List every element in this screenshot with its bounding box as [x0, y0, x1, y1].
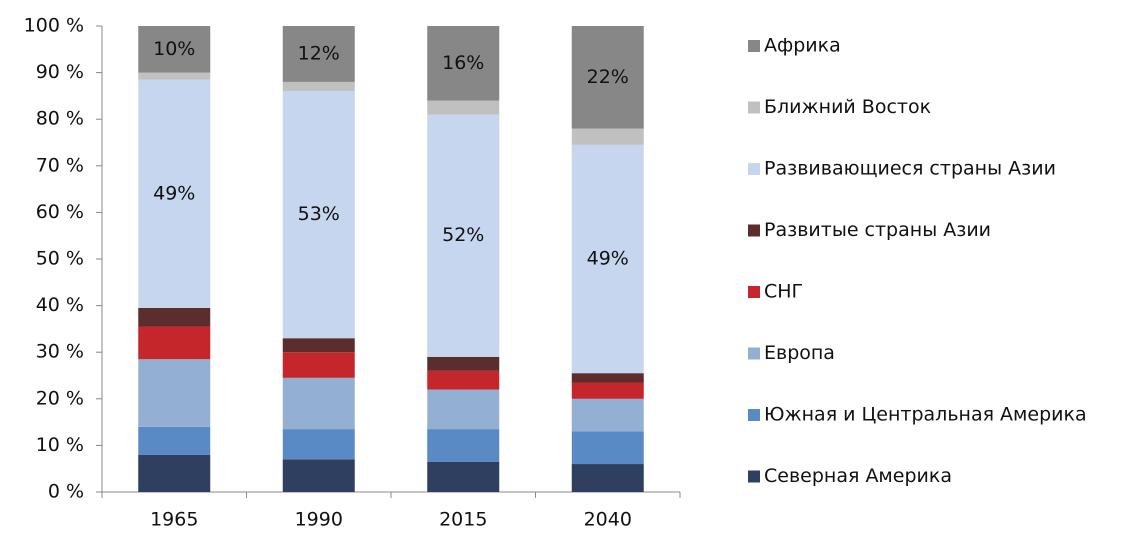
bar-segment: [138, 79, 211, 308]
bar-segment: [282, 459, 355, 492]
bar-segment: [427, 370, 500, 390]
y-tick-label: 20 %: [36, 387, 84, 409]
bar-segment: [571, 464, 644, 492]
bar-segment: [138, 307, 211, 327]
bar-segment: [138, 359, 211, 427]
bar-segment: [282, 429, 355, 460]
x-tick-label: 2015: [439, 509, 487, 531]
y-tick-label: 60 %: [36, 201, 84, 223]
legend-label: Развивающиеся страны Азии: [764, 158, 1056, 180]
bar-segment: [427, 100, 500, 115]
legend-label: Развитые страны Азии: [764, 219, 991, 241]
bar-segment: [282, 352, 355, 378]
bar-segment: [427, 356, 500, 371]
y-tick-label: 100 %: [24, 15, 84, 37]
legend-label: Европа: [764, 342, 835, 364]
legend-label: Ближний Восток: [764, 96, 931, 118]
x-tick-label: 2040: [584, 509, 632, 531]
y-tick-label: 50 %: [36, 248, 84, 270]
bar-segment: [571, 431, 644, 465]
x-tick-label: 1965: [150, 509, 198, 531]
legend-label: Северная Америка: [764, 465, 952, 487]
legend-swatch: [748, 409, 760, 421]
bar-segment: [571, 373, 644, 383]
data-label: 53%: [298, 203, 340, 225]
legend-label: Африка: [764, 35, 841, 57]
bar-segment: [282, 338, 355, 353]
y-tick-label: 70 %: [36, 154, 84, 176]
y-tick-label: 40 %: [36, 294, 84, 316]
bar-segment: [282, 26, 355, 82]
x-tick-label: 1990: [295, 509, 343, 531]
legend-swatch: [748, 163, 760, 175]
data-label: 10%: [153, 38, 195, 60]
legend-swatch: [748, 347, 760, 360]
bar-segment: [427, 429, 500, 462]
bar-segment: [571, 382, 644, 399]
data-label: 52%: [442, 224, 484, 246]
y-tick-label: 10 %: [36, 434, 84, 456]
legend-swatch: [748, 286, 760, 298]
bar-segment: [571, 26, 644, 129]
legend-swatch: [748, 101, 760, 114]
data-label: 16%: [442, 52, 484, 74]
data-label: 22%: [587, 66, 629, 88]
bar-segment: [138, 326, 211, 360]
bar-segment: [571, 144, 644, 374]
legend-label: СНГ: [764, 281, 803, 303]
bar-segment: [427, 26, 500, 101]
bar-segment: [138, 26, 211, 73]
data-label: 12%: [298, 42, 340, 64]
bar-segment: [571, 398, 644, 432]
y-tick-label: 90 %: [36, 61, 84, 83]
bar-segment: [427, 389, 500, 430]
y-tick-label: 30 %: [36, 341, 84, 363]
y-tick-label: 80 %: [36, 108, 84, 130]
bar-segment: [138, 454, 211, 492]
legend-label: Южная и Центральная Америка: [764, 404, 1087, 426]
bar-segment: [282, 81, 355, 92]
bar-segment: [138, 72, 211, 80]
y-tick-label: 0 %: [48, 481, 84, 503]
bar-segment: [282, 91, 355, 339]
legend-swatch: [748, 224, 760, 237]
bar-segment: [282, 377, 355, 430]
legend-swatch: [748, 40, 760, 52]
legend-swatch: [748, 470, 760, 483]
bar-segment: [138, 426, 211, 455]
bar-segment: [427, 461, 500, 492]
data-label: 49%: [587, 248, 629, 270]
bar-segment: [571, 128, 644, 145]
data-label: 49%: [153, 182, 195, 204]
bar-segment: [427, 114, 500, 357]
